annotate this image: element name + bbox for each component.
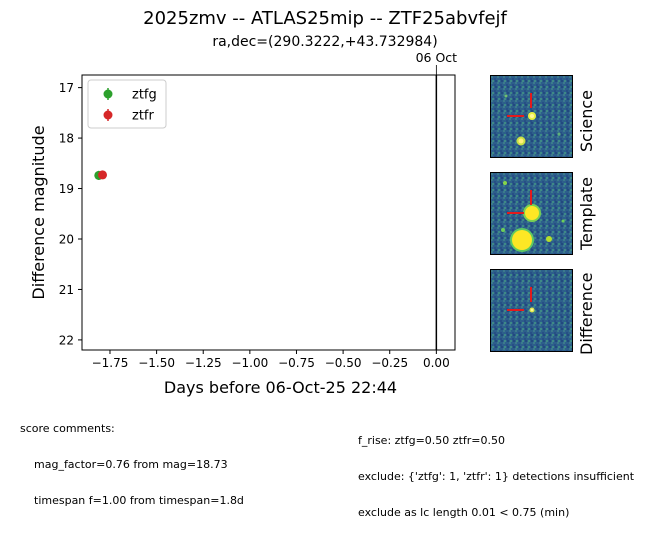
x-tick-label: −0.50 bbox=[325, 356, 362, 370]
difference-stamp-image bbox=[491, 270, 572, 351]
y-tick-label: 18 bbox=[59, 132, 74, 146]
x-tick-label: −1.00 bbox=[231, 356, 268, 370]
score-comments-left: score comments: mag_factor=0.76 from mag… bbox=[20, 399, 244, 531]
figure: 2025zmv -- ATLAS25mip -- ZTF25abvfejf ra… bbox=[20, 8, 634, 519]
science-stamp-label: Science bbox=[577, 89, 596, 152]
difference-stamp-label: Difference bbox=[577, 272, 596, 355]
x-axis-label: Days before 06-Oct-25 22:44 bbox=[164, 378, 397, 397]
y-tick-label: 21 bbox=[59, 283, 74, 297]
legend-label-ztfr: ztfr bbox=[132, 109, 154, 124]
template-stamp-image bbox=[491, 173, 572, 254]
y-tick-label: 17 bbox=[59, 81, 74, 95]
comment-line: exclude as lc length 0.01 < 0.75 (min) bbox=[358, 506, 570, 519]
comment-line: exclude: {'ztfg': 1, 'ztfr': 1} detectio… bbox=[358, 470, 635, 483]
figure-title: 2025zmv -- ATLAS25mip -- ZTF25abvfejf bbox=[143, 8, 507, 29]
legend-marker-ztfg bbox=[103, 89, 113, 99]
ztfr-point bbox=[98, 170, 108, 180]
comment-line: f_rise: ztfg=0.50 ztfr=0.50 bbox=[358, 434, 505, 447]
light-curve-chart: 06 Oct −1.75 −1.50 −1.25 −1.00 −0.75 −0.50 −0.2… bbox=[29, 50, 458, 397]
x-tick-label: −0.25 bbox=[371, 356, 408, 370]
template-stamp-label: Template bbox=[577, 176, 596, 250]
x-tick-label: 0.00 bbox=[423, 356, 450, 370]
comment-line: timespan f=1.00 from timespan=1.8d bbox=[34, 494, 244, 507]
science-stamp bbox=[490, 75, 573, 158]
x-tick-label: −1.25 bbox=[185, 356, 222, 370]
figure-subtitle: ra,dec=(290.3222,+43.732984) bbox=[212, 34, 438, 50]
template-stamp bbox=[490, 172, 573, 255]
y-tick-label: 22 bbox=[59, 333, 74, 347]
legend-label-ztfg: ztfg bbox=[132, 88, 157, 103]
plot-frame bbox=[81, 74, 456, 351]
legend-marker-ztfr bbox=[103, 110, 113, 120]
score-comments-header: score comments: bbox=[20, 422, 115, 435]
y-tick-label: 20 bbox=[59, 232, 74, 246]
y-axis-label: Difference magnitude bbox=[29, 125, 48, 299]
x-tick-label: −0.75 bbox=[278, 356, 315, 370]
score-comments-right: f_rise: ztfg=0.50 ztfr=0.50 exclude: {'z… bbox=[358, 411, 634, 543]
difference-stamp bbox=[490, 269, 573, 352]
y-tick-label: 19 bbox=[59, 182, 74, 196]
x-tick-label: −1.50 bbox=[138, 356, 175, 370]
comment-line: mag_factor=0.76 from mag=18.73 bbox=[34, 458, 228, 471]
x-tick-label: −1.75 bbox=[92, 356, 129, 370]
science-stamp-image bbox=[491, 76, 572, 157]
reference-vline-label: 06 Oct bbox=[416, 50, 458, 65]
